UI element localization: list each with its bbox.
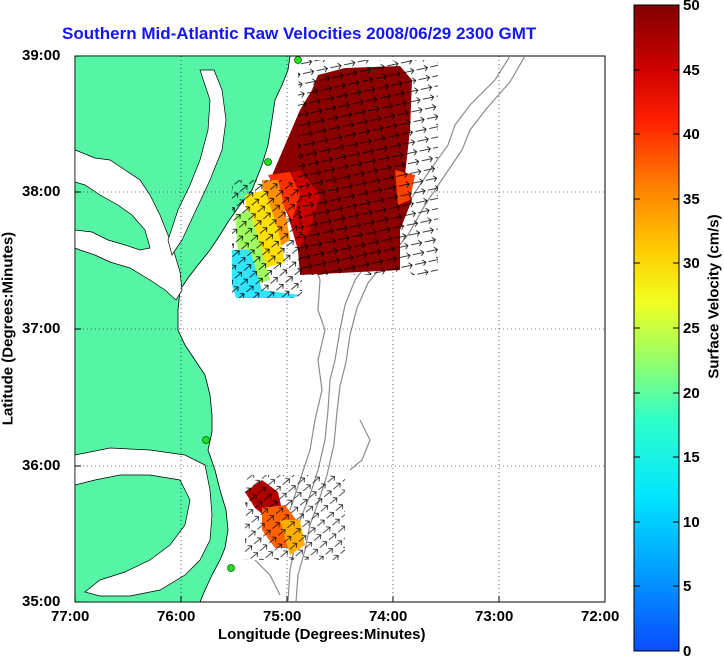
y-tick-label: 39:00 bbox=[22, 47, 61, 64]
map-title: Southern Mid-Atlantic Raw Velocities 200… bbox=[62, 24, 537, 43]
colorbar-label: Surface Velocity (cm/s) bbox=[705, 214, 723, 379]
x-tick-label: 74:00 bbox=[369, 608, 408, 625]
colorbar-tick-label: 25 bbox=[683, 320, 700, 337]
colorbar-tick-label: 40 bbox=[683, 126, 700, 143]
pamlico-sound bbox=[75, 447, 213, 597]
colorbar-tick-label: 15 bbox=[683, 449, 700, 466]
y-tick-label: 35:00 bbox=[22, 593, 61, 610]
bay-channel bbox=[167, 69, 227, 256]
colorbar-ticks bbox=[634, 69, 679, 587]
colorbar-tick-label: 30 bbox=[683, 255, 700, 272]
x-axis-label: Longitude (Degrees:Minutes) bbox=[218, 626, 426, 643]
y-tick-label: 37:00 bbox=[22, 320, 61, 337]
x-tick-label: 76:00 bbox=[157, 608, 196, 625]
colorbar-tick-label: 50 bbox=[683, 0, 700, 14]
tick-marks bbox=[74, 55, 606, 603]
colorbar-tick-label: 45 bbox=[683, 62, 700, 79]
y-axis-label: Latitude (Degrees:Minutes) bbox=[0, 231, 17, 426]
colorbar-tick-label: 0 bbox=[683, 643, 692, 660]
colorbar-tick-label: 35 bbox=[683, 191, 700, 208]
station-marker bbox=[227, 564, 235, 572]
station-marker bbox=[202, 436, 210, 444]
station-marker bbox=[264, 158, 272, 166]
x-tick-label: 72:00 bbox=[581, 608, 620, 625]
y-tick-label: 36:00 bbox=[22, 457, 61, 474]
colorbar-tick-label: 5 bbox=[683, 578, 692, 595]
colorbar-tick-label: 10 bbox=[683, 514, 700, 531]
station-marker bbox=[294, 56, 302, 64]
velocity-field-north bbox=[232, 60, 438, 298]
colorbar-tick-label: 20 bbox=[683, 385, 700, 402]
colorbar bbox=[633, 4, 680, 652]
y-tick-label: 38:00 bbox=[22, 183, 61, 200]
x-tick-label: 77:00 bbox=[51, 608, 90, 625]
x-tick-label: 75:00 bbox=[263, 608, 302, 625]
x-tick-label: 73:00 bbox=[475, 608, 514, 625]
radar-stations bbox=[202, 56, 302, 572]
chesapeake-bay bbox=[75, 149, 183, 301]
velocity-field-south bbox=[245, 475, 345, 560]
